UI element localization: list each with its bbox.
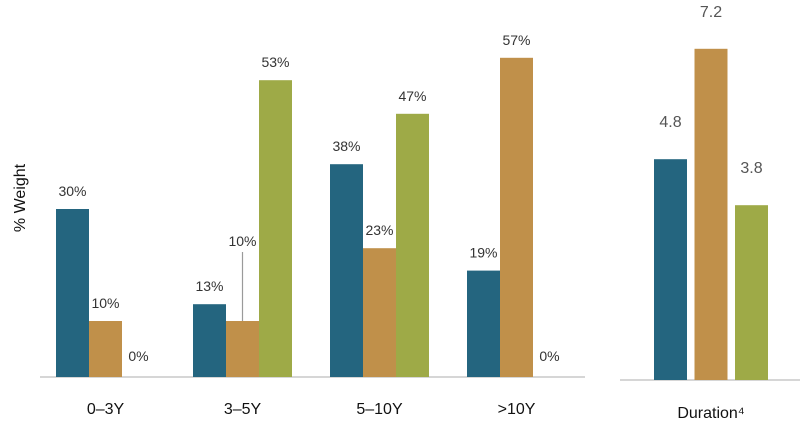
bar-3-2	[363, 248, 396, 377]
data-label-3-2: 23%	[365, 222, 393, 238]
duration-label-1: 4.8	[659, 114, 681, 131]
data-label-3-3: 47%	[398, 88, 426, 104]
data-label-4-3: 0%	[539, 348, 559, 364]
category-label-4: >10Y	[498, 401, 536, 418]
bar-3-3	[396, 113, 429, 378]
data-label-2-2: 10%	[228, 233, 256, 249]
data-label-1-1: 30%	[58, 183, 86, 199]
duration-chart: 4.8 7.2 3.8 Duration⁴	[620, 4, 800, 422]
duration-category-label: Duration⁴	[677, 405, 744, 422]
category-label-1: 0–3Y	[87, 401, 125, 418]
data-label-4-2: 57%	[502, 32, 530, 48]
bar-1-1	[56, 209, 89, 377]
category-label-3: 5–10Y	[356, 401, 403, 418]
bar-2-1	[193, 304, 226, 377]
duration-data-labels: 4.8 7.2 3.8	[659, 4, 762, 177]
category-label-2: 3–5Y	[224, 401, 262, 418]
data-label-2-3: 53%	[261, 54, 289, 70]
weight-category-labels: 0–3Y 3–5Y 5–10Y >10Y	[87, 401, 536, 418]
bar-1-2	[89, 321, 122, 377]
bar-3-1	[330, 164, 363, 377]
bar-2-2	[226, 321, 259, 377]
bar-2-3	[259, 80, 292, 377]
duration-label-3: 3.8	[740, 160, 762, 177]
duration-bar-2	[694, 48, 728, 381]
duration-bars	[654, 48, 768, 381]
duration-bar-1	[654, 159, 687, 380]
duration-label-2: 7.2	[700, 4, 722, 21]
data-label-2-1: 13%	[195, 278, 223, 294]
y-axis-label: % Weight	[12, 163, 29, 232]
weight-bars	[56, 57, 533, 378]
duration-category-text: Duration⁴	[677, 405, 744, 422]
duration-bar-3	[735, 205, 768, 380]
weight-data-labels: 30% 10% 0% 13% 10% 53% 38% 23% 47% 19% 57% 0%	[58, 32, 559, 364]
data-label-1-2: 10%	[91, 295, 119, 311]
bar-4-1	[467, 270, 500, 377]
weight-chart: 30% 10% 0% 13% 10% 53% 38% 23% 47% 19% 57% 0% 0–3Y 3…	[40, 32, 585, 418]
data-label-4-1: 19%	[469, 245, 497, 261]
bar-4-2	[500, 57, 533, 378]
data-label-1-3: 0%	[128, 348, 148, 364]
data-label-3-1: 38%	[332, 138, 360, 154]
